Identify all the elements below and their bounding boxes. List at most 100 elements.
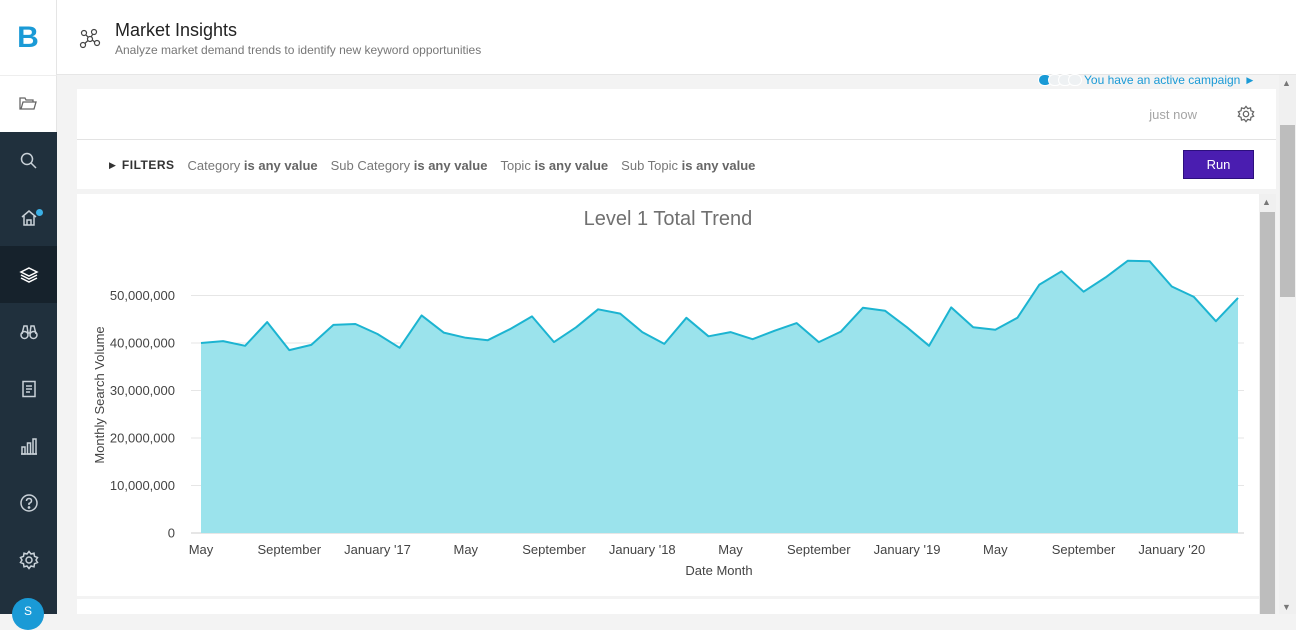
data-point[interactable]	[1015, 315, 1020, 320]
data-point[interactable]	[419, 313, 424, 318]
filter-sub-topic[interactable]: Sub Topic is any value	[621, 157, 756, 173]
page-title: Market Insights	[115, 20, 238, 40]
x-tick-label: May	[453, 542, 478, 557]
run-button[interactable]: Run	[1183, 150, 1254, 179]
data-point[interactable]	[750, 337, 755, 342]
x-tick-label: January '20	[1138, 542, 1205, 557]
area-fill	[201, 260, 1238, 533]
x-tick-label: January '19	[874, 542, 941, 557]
scroll-down-icon[interactable]: ▼	[1282, 602, 1291, 612]
data-point[interactable]	[552, 340, 557, 345]
data-point[interactable]	[971, 325, 976, 330]
data-point[interactable]	[1213, 319, 1218, 324]
binoculars-icon	[19, 324, 38, 339]
filter-category[interactable]: Category is any value	[187, 157, 318, 173]
gear-icon[interactable]	[1237, 105, 1255, 123]
x-tick-label: January '18	[609, 542, 676, 557]
sidebar-item-layers[interactable]	[0, 246, 57, 303]
data-point[interactable]	[485, 338, 490, 343]
user-avatar[interactable]: S	[12, 598, 44, 630]
chart-scrollbar-thumb[interactable]	[1260, 212, 1275, 614]
data-point[interactable]	[287, 348, 292, 353]
sidebar-item-document[interactable]	[0, 360, 57, 417]
data-point[interactable]	[662, 341, 667, 346]
data-point[interactable]	[221, 339, 226, 344]
data-point[interactable]	[574, 325, 579, 330]
data-point[interactable]	[596, 307, 601, 312]
active-campaign-link[interactable]: You have an active campaign ▶	[1038, 72, 1253, 88]
data-point[interactable]	[1147, 259, 1152, 264]
x-tick-label: May	[189, 542, 214, 557]
data-point[interactable]	[794, 321, 799, 326]
data-point[interactable]	[949, 305, 954, 310]
chart-title: Level 1 Total Trend	[584, 208, 753, 230]
data-point[interactable]	[816, 340, 821, 345]
data-point[interactable]	[838, 329, 843, 334]
scroll-up-icon[interactable]: ▲	[1282, 78, 1291, 88]
data-point[interactable]	[1125, 258, 1130, 263]
data-point[interactable]	[1103, 275, 1108, 280]
data-point[interactable]	[618, 311, 623, 316]
data-point[interactable]	[1191, 294, 1196, 299]
data-point[interactable]	[706, 334, 711, 339]
caret-right-icon: ▶	[1246, 74, 1254, 85]
chart-scrollbar[interactable]: ▲	[1259, 194, 1276, 614]
filter-panel: just now ▶ FILTERS Category is any value…	[77, 89, 1276, 189]
data-point[interactable]	[375, 331, 380, 336]
data-point[interactable]	[265, 320, 270, 325]
sidebar-item-settings[interactable]	[0, 531, 57, 588]
data-point[interactable]	[199, 341, 204, 346]
page-subtitle: Analyze market demand trends to identify…	[115, 43, 482, 57]
page-header: Market Insights Analyze market demand tr…	[57, 0, 1296, 75]
data-point[interactable]	[353, 322, 358, 327]
sidebar-item-binoculars[interactable]	[0, 303, 57, 360]
filters-toggle[interactable]: FILTERS	[121, 158, 175, 172]
data-point[interactable]	[640, 330, 645, 335]
data-point[interactable]	[1081, 289, 1086, 294]
filters-toggle-icon[interactable]: ▶	[109, 159, 116, 170]
data-point[interactable]	[1236, 295, 1241, 300]
last-updated-timestamp: just now	[1149, 107, 1197, 122]
chart-icon	[20, 437, 37, 455]
next-panel-strip	[77, 599, 1259, 614]
data-point[interactable]	[507, 327, 512, 332]
data-point[interactable]	[397, 345, 402, 350]
filter-topic[interactable]: Topic is any value	[500, 157, 609, 173]
data-point[interactable]	[529, 314, 534, 319]
y-tick-label: 40,000,000	[110, 336, 175, 351]
data-point[interactable]	[882, 308, 887, 313]
search-icon	[20, 152, 37, 169]
x-tick-label: January '17	[344, 542, 411, 557]
data-point[interactable]	[463, 335, 468, 340]
sidebar-item-reports[interactable]	[0, 417, 57, 474]
data-point[interactable]	[309, 342, 314, 347]
data-point[interactable]	[772, 328, 777, 333]
data-point[interactable]	[927, 343, 932, 348]
data-point[interactable]	[993, 327, 998, 332]
data-point[interactable]	[728, 330, 733, 335]
page-scrollbar-thumb[interactable]	[1280, 125, 1295, 297]
sidebar-item-home[interactable]	[0, 189, 57, 246]
page-scrollbar[interactable]: ▲ ▼	[1279, 75, 1296, 614]
data-point[interactable]	[1169, 284, 1174, 289]
data-point[interactable]	[1059, 269, 1064, 274]
y-axis-label: Monthly Search Volume	[92, 326, 107, 463]
data-point[interactable]	[905, 325, 910, 330]
notification-dot	[36, 209, 43, 216]
data-point[interactable]	[860, 305, 865, 310]
data-point[interactable]	[684, 315, 689, 320]
data-point[interactable]	[441, 330, 446, 335]
filter-sub-category[interactable]: Sub Category is any value	[330, 157, 488, 173]
sidebar-item-search[interactable]	[0, 132, 57, 189]
data-point[interactable]	[1037, 282, 1042, 287]
active-campaign-text: You have an active campaign	[1084, 73, 1241, 87]
data-point[interactable]	[331, 322, 336, 327]
app-logo[interactable]: B	[0, 0, 57, 75]
y-tick-label: 10,000,000	[110, 478, 175, 493]
scroll-up-icon[interactable]: ▲	[1262, 197, 1271, 207]
sidebar-item-help[interactable]	[0, 474, 57, 531]
data-point[interactable]	[243, 343, 248, 348]
y-tick-label: 0	[168, 526, 175, 541]
sidebar-item-folder[interactable]	[0, 75, 57, 132]
x-tick-label: September	[787, 542, 851, 557]
